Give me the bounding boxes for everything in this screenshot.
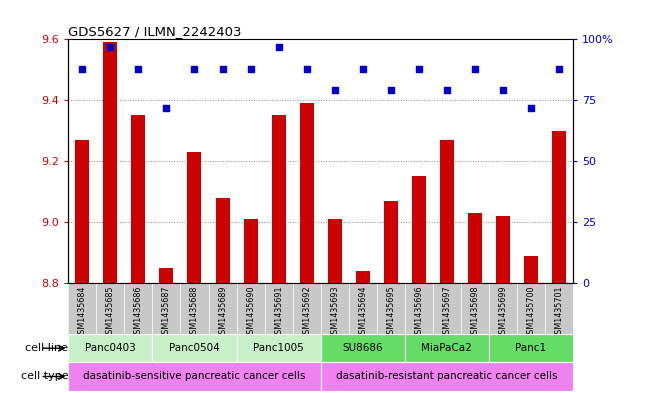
Text: GSM1435684: GSM1435684 (78, 285, 87, 339)
Text: GSM1435687: GSM1435687 (162, 285, 171, 339)
Point (273, 44, 284, 50)
Point (245, 65, 256, 72)
Point (357, 65, 368, 72)
Text: GSM1435694: GSM1435694 (358, 285, 367, 339)
Text: GSM1435693: GSM1435693 (330, 285, 339, 339)
Bar (180, 283, 208, 334)
Bar (236, 334, 320, 362)
Text: GSM1435696: GSM1435696 (414, 285, 423, 339)
Text: GDS5627 / ILMN_2242403: GDS5627 / ILMN_2242403 (68, 25, 242, 38)
Point (77, 65, 88, 72)
Text: GSM1435685: GSM1435685 (106, 285, 115, 339)
Text: GSM1435690: GSM1435690 (246, 285, 255, 339)
Point (469, 65, 480, 72)
Text: dasatinib-sensitive pancreatic cancer cells: dasatinib-sensitive pancreatic cancer ce… (83, 371, 306, 382)
Bar (124, 283, 152, 334)
Bar (552, 130, 566, 283)
Point (105, 44, 116, 50)
Bar (76, 140, 89, 283)
Bar (68, 283, 96, 334)
Bar (405, 334, 489, 362)
Bar (236, 283, 264, 334)
Bar (243, 219, 258, 283)
Point (525, 105, 536, 111)
Bar (517, 283, 545, 334)
Bar (152, 283, 180, 334)
Bar (524, 255, 538, 283)
Text: GSM1435686: GSM1435686 (134, 285, 143, 339)
Bar (264, 283, 292, 334)
Text: GSM1435698: GSM1435698 (470, 285, 479, 339)
Bar (489, 283, 517, 334)
Text: cell type: cell type (21, 371, 68, 382)
Text: GSM1435688: GSM1435688 (190, 285, 199, 339)
Text: Panc0504: Panc0504 (169, 343, 220, 353)
Bar (468, 213, 482, 283)
Point (413, 65, 424, 72)
Bar (96, 283, 124, 334)
Bar (545, 283, 573, 334)
Point (133, 65, 144, 72)
Point (301, 65, 312, 72)
Text: SU8686: SU8686 (342, 343, 383, 353)
Bar (461, 283, 489, 334)
Text: GSM1435701: GSM1435701 (555, 285, 563, 339)
Bar (299, 103, 314, 283)
Bar (355, 271, 370, 283)
Bar (132, 116, 145, 283)
Text: GSM1435692: GSM1435692 (302, 285, 311, 339)
Bar (159, 268, 173, 283)
Bar (208, 283, 236, 334)
Point (217, 65, 228, 72)
Bar (292, 283, 320, 334)
Text: GSM1435697: GSM1435697 (442, 285, 451, 339)
Bar (104, 42, 117, 283)
Bar (320, 283, 349, 334)
Text: Panc0403: Panc0403 (85, 343, 136, 353)
Bar (411, 176, 426, 283)
Bar (215, 198, 230, 283)
Bar (405, 283, 433, 334)
Bar (68, 334, 152, 362)
Text: cell line: cell line (25, 343, 68, 353)
Text: dasatinib-resistant pancreatic cancer cells: dasatinib-resistant pancreatic cancer ce… (336, 371, 557, 382)
Bar (187, 152, 202, 283)
Bar (496, 216, 510, 283)
Point (189, 65, 200, 72)
Bar (320, 334, 405, 362)
Text: GSM1435699: GSM1435699 (498, 285, 507, 339)
Point (497, 87, 508, 94)
Point (441, 87, 452, 94)
Point (553, 65, 564, 72)
Bar (68, 362, 320, 391)
Bar (433, 283, 461, 334)
Text: MiaPaCa2: MiaPaCa2 (421, 343, 472, 353)
Bar (439, 140, 454, 283)
Bar (383, 201, 398, 283)
Text: GSM1435691: GSM1435691 (274, 285, 283, 339)
Text: Panc1005: Panc1005 (253, 343, 304, 353)
Point (385, 87, 396, 94)
Bar (320, 362, 573, 391)
Bar (489, 334, 573, 362)
Text: GSM1435695: GSM1435695 (386, 285, 395, 339)
Point (161, 105, 172, 111)
Point (329, 87, 340, 94)
Text: Panc1: Panc1 (516, 343, 546, 353)
Bar (377, 283, 405, 334)
Bar (152, 334, 236, 362)
Bar (349, 283, 377, 334)
Bar (327, 219, 342, 283)
Text: GSM1435689: GSM1435689 (218, 285, 227, 339)
Bar (271, 116, 286, 283)
Text: GSM1435700: GSM1435700 (527, 285, 535, 339)
